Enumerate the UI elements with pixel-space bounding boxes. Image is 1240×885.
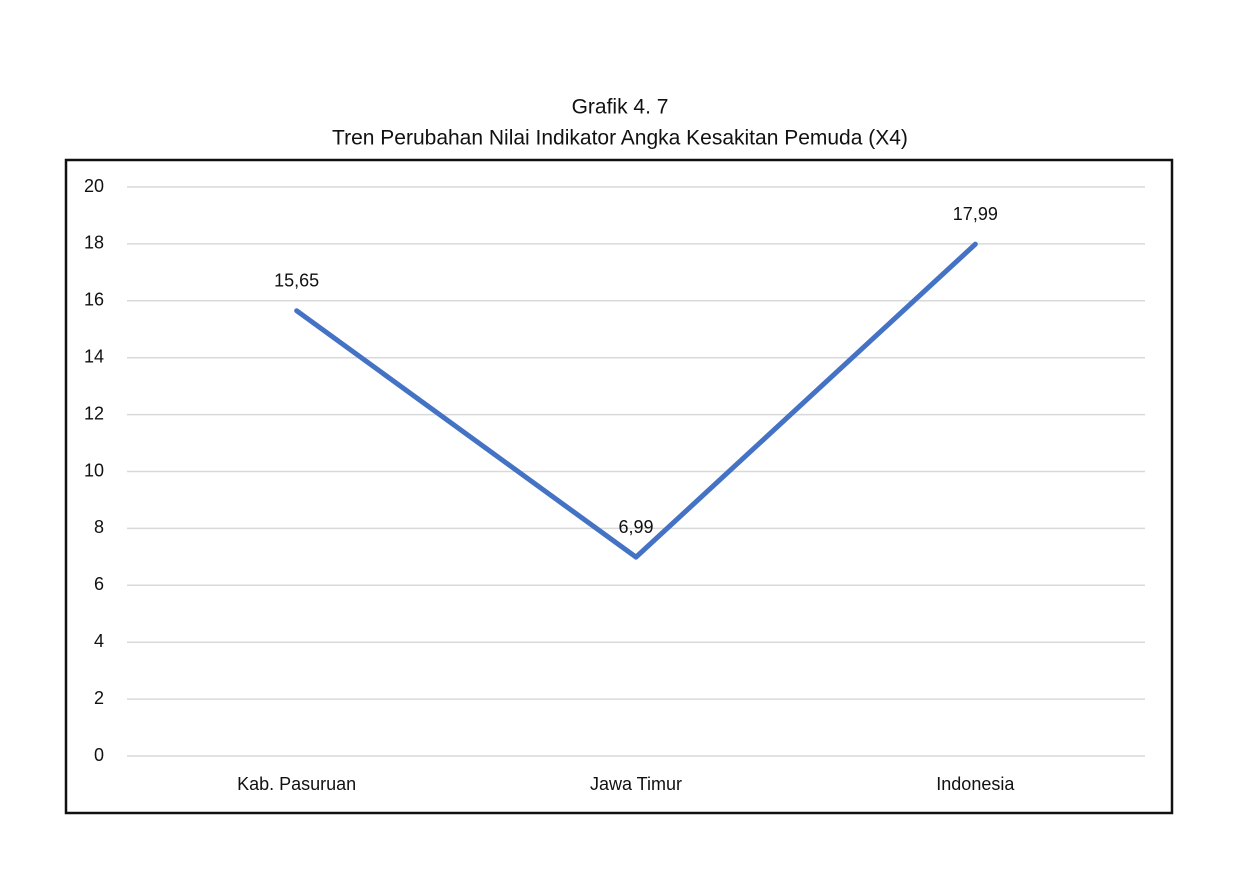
x-tick-label: Jawa Timur (590, 774, 682, 794)
data-label: 17,99 (953, 204, 998, 224)
x-tick-label: Indonesia (936, 774, 1015, 794)
y-tick-label: 8 (94, 517, 104, 537)
y-tick-label: 4 (94, 631, 104, 651)
y-tick-label: 0 (94, 745, 104, 765)
data-label: 15,65 (274, 271, 319, 291)
chart-title: Grafik 4. 7 (572, 96, 669, 119)
y-tick-label: 18 (84, 233, 104, 253)
y-tick-label: 20 (84, 176, 104, 196)
chart-subtitle: Tren Perubahan Nilai Indikator Angka Kes… (332, 127, 908, 150)
y-tick-label: 6 (94, 574, 104, 594)
y-tick-label: 2 (94, 688, 104, 708)
chart-frame (64, 158, 1174, 815)
y-tick-label: 12 (84, 403, 104, 423)
x-tick-label: Kab. Pasuruan (237, 774, 356, 794)
y-tick-label: 16 (84, 290, 104, 310)
data-label: 6,99 (618, 517, 653, 537)
y-tick-label: 14 (84, 346, 104, 366)
y-tick-label: 10 (84, 460, 104, 480)
line-series (294, 241, 978, 560)
